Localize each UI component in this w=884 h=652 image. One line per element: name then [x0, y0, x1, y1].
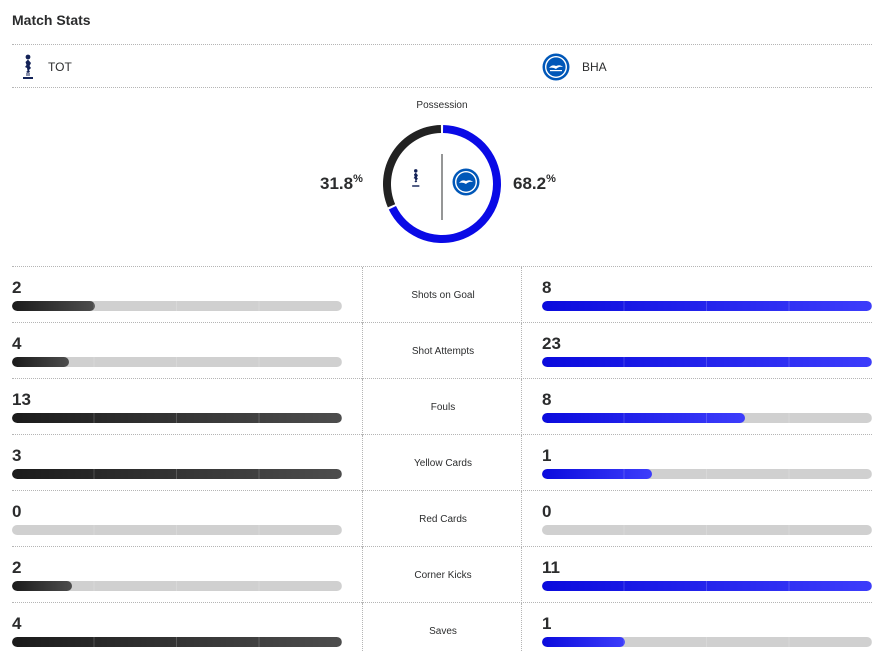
- stat-row: 4 Shot Attempts 23: [12, 322, 872, 379]
- stat-home-value: 0: [12, 502, 22, 521]
- stat-row: 2 Corner Kicks 11: [12, 546, 872, 603]
- stat-home-bar: [12, 525, 342, 535]
- stat-away-fill: [542, 581, 872, 591]
- donut-away-crest-icon: [452, 168, 480, 196]
- stat-away-value: 23: [542, 334, 561, 353]
- tottenham-crest-icon: [23, 54, 33, 79]
- stat-away-bar: [542, 637, 872, 647]
- stat-home-fill: [12, 357, 70, 367]
- team-away-abbr: BHA: [582, 60, 607, 74]
- stat-home-cell: 0: [12, 491, 362, 547]
- stat-away-cell: 8: [522, 379, 872, 435]
- stat-home-bar: [12, 469, 342, 479]
- stat-home-fill: [12, 581, 73, 591]
- stat-away-fill: [542, 413, 745, 423]
- stat-away-cell: 23: [522, 323, 872, 379]
- stat-home-cell: 13: [12, 379, 362, 435]
- stat-label: Shot Attempts: [411, 346, 475, 357]
- possession-donut: [383, 125, 501, 243]
- stat-away-fill: [542, 469, 652, 479]
- stat-label-cell: Saves: [362, 603, 522, 652]
- stat-home-bar: [12, 357, 342, 367]
- stat-away-cell: 8: [522, 267, 872, 323]
- stat-home-value: 4: [12, 334, 22, 353]
- stat-label: Fouls: [430, 402, 456, 413]
- team-home-abbr: TOT: [48, 60, 72, 74]
- stat-away-bar: [542, 413, 872, 423]
- stat-away-bar: [542, 301, 872, 311]
- stat-home-fill: [12, 413, 342, 423]
- stat-label-cell: Shot Attempts: [362, 323, 522, 379]
- team-home[interactable]: TOT: [20, 53, 72, 81]
- stat-row: 4 Saves 1: [12, 602, 872, 652]
- stat-home-fill: [12, 469, 342, 479]
- stat-home-fill: [12, 637, 342, 647]
- stat-away-value: 1: [542, 446, 552, 465]
- stat-away-cell: 0: [522, 491, 872, 547]
- stat-home-value: 2: [12, 278, 22, 297]
- stat-away-bar: [542, 525, 872, 535]
- stat-home-cell: 2: [12, 547, 362, 603]
- stat-away-bar: [542, 581, 872, 591]
- stat-home-fill: [12, 301, 95, 311]
- stats-table: 2 Shots on Goal 8 4 Shot Attempts 23 13 Fouls 8 3…: [12, 266, 872, 652]
- stat-away-cell: 1: [522, 603, 872, 652]
- stat-label-cell: Yellow Cards: [362, 435, 522, 491]
- stat-away-fill: [542, 301, 872, 311]
- stat-label-cell: Shots on Goal: [362, 267, 522, 323]
- stat-away-bar: [542, 469, 872, 479]
- teams-header: TOT BHA: [12, 44, 872, 88]
- stat-away-value: 0: [542, 502, 552, 521]
- stat-home-cell: 3: [12, 435, 362, 491]
- stat-home-cell: 4: [12, 323, 362, 379]
- stat-home-value: 13: [12, 390, 31, 409]
- stat-label-cell: Red Cards: [362, 491, 522, 547]
- stat-row: 13 Fouls 8: [12, 378, 872, 435]
- stat-row: 2 Shots on Goal 8: [12, 266, 872, 323]
- stat-away-bar: [542, 357, 872, 367]
- stat-label: Saves: [429, 626, 457, 637]
- possession-home-value: 31.8%: [320, 173, 363, 193]
- stat-home-value: 2: [12, 558, 22, 577]
- stat-label: Shots on Goal: [411, 290, 475, 301]
- stat-home-bar: [12, 301, 342, 311]
- stat-home-cell: 4: [12, 603, 362, 652]
- brighton-crest-icon: [542, 53, 570, 81]
- section-title: Match Stats: [12, 12, 91, 28]
- stat-away-cell: 11: [522, 547, 872, 603]
- stat-away-value: 8: [542, 278, 552, 297]
- stat-away-fill: [542, 637, 625, 647]
- stat-home-value: 3: [12, 446, 22, 465]
- possession-arc-home: [383, 125, 442, 208]
- stat-label-cell: Corner Kicks: [362, 547, 522, 603]
- stat-label: Yellow Cards: [414, 458, 472, 469]
- stat-label: Corner Kicks: [414, 570, 472, 581]
- stat-away-value: 8: [542, 390, 552, 409]
- donut-home-crest-icon: [412, 169, 420, 187]
- stat-home-bar: [12, 413, 342, 423]
- stat-away-value: 11: [542, 558, 560, 577]
- stat-home-bar: [12, 581, 342, 591]
- stat-row: 3 Yellow Cards 1: [12, 434, 872, 491]
- stat-home-value: 4: [12, 614, 22, 633]
- stat-away-fill: [542, 357, 872, 367]
- stat-home-cell: 2: [12, 267, 362, 323]
- possession-away-value: 68.2%: [513, 173, 556, 193]
- stat-row: 0 Red Cards 0: [12, 490, 872, 547]
- team-away[interactable]: BHA: [542, 53, 607, 81]
- possession-label: Possession: [416, 100, 468, 111]
- possession-section: Possession 31.8% 68.2%: [0, 88, 884, 266]
- stat-home-bar: [12, 637, 342, 647]
- stat-away-cell: 1: [522, 435, 872, 491]
- stat-label: Red Cards: [419, 514, 467, 525]
- stat-label-cell: Fouls: [362, 379, 522, 435]
- stat-away-value: 1: [542, 614, 552, 633]
